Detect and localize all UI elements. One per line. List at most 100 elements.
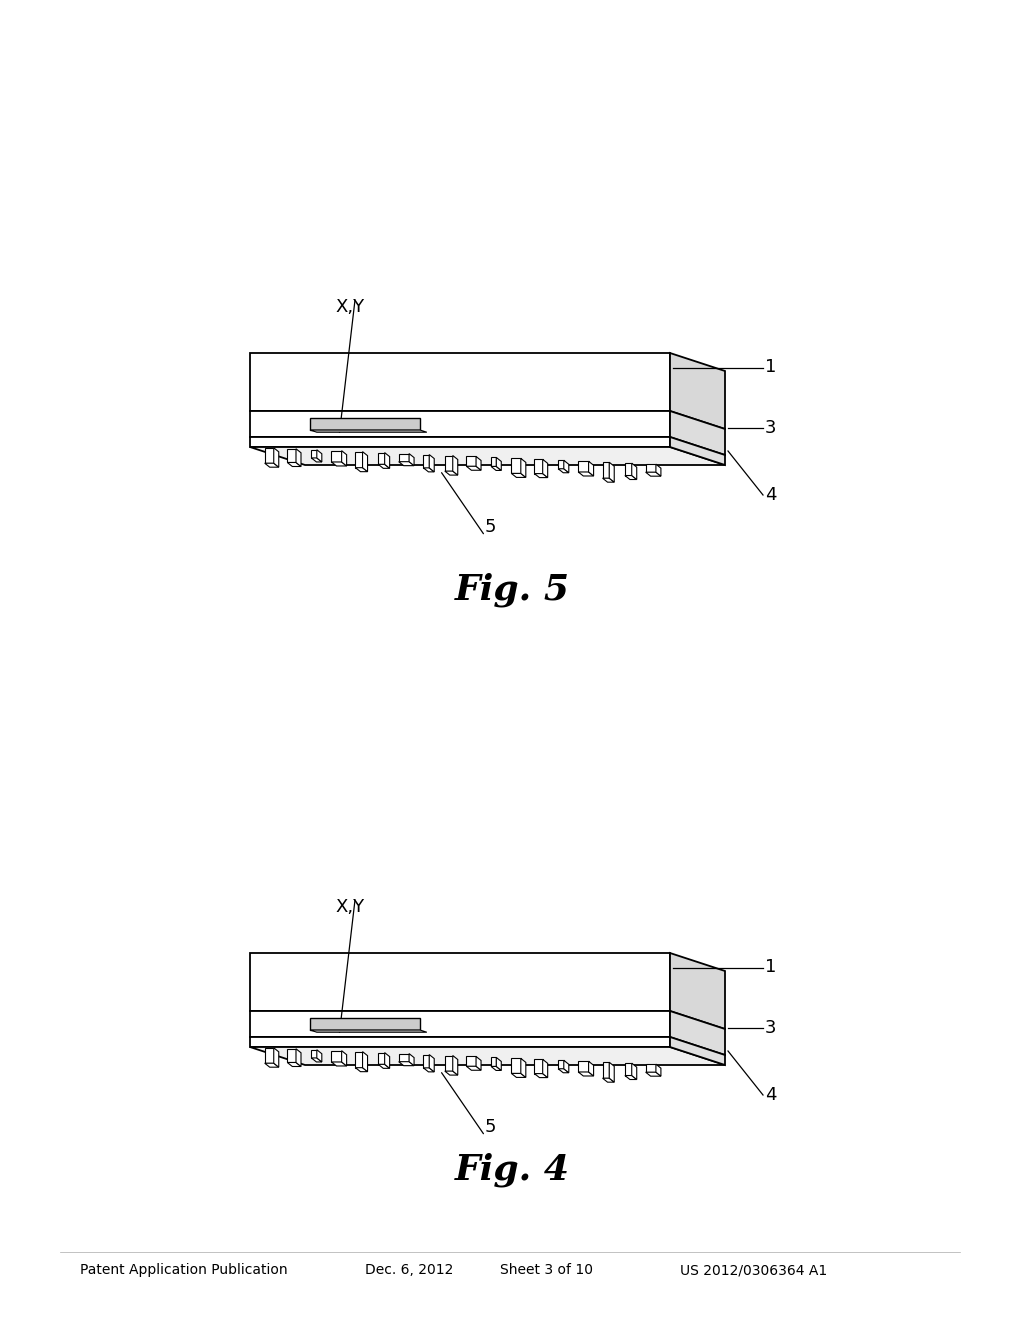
Polygon shape — [564, 461, 568, 473]
Polygon shape — [424, 1068, 434, 1072]
Polygon shape — [543, 459, 548, 478]
Polygon shape — [398, 454, 409, 462]
Polygon shape — [521, 458, 525, 478]
Polygon shape — [558, 1060, 564, 1069]
Polygon shape — [355, 1068, 368, 1072]
Polygon shape — [250, 953, 670, 1011]
Polygon shape — [625, 1063, 632, 1076]
Polygon shape — [602, 1078, 614, 1082]
Polygon shape — [250, 411, 670, 437]
Polygon shape — [378, 1064, 390, 1068]
Polygon shape — [670, 352, 725, 429]
Polygon shape — [646, 473, 660, 477]
Polygon shape — [625, 463, 632, 475]
Polygon shape — [250, 1011, 725, 1030]
Polygon shape — [311, 450, 316, 458]
Polygon shape — [558, 1069, 568, 1073]
Polygon shape — [511, 1073, 525, 1077]
Polygon shape — [429, 454, 434, 471]
Polygon shape — [355, 451, 362, 467]
Polygon shape — [625, 475, 637, 479]
Polygon shape — [670, 1011, 725, 1055]
Polygon shape — [656, 1064, 660, 1076]
Polygon shape — [429, 1055, 434, 1072]
Polygon shape — [288, 449, 296, 462]
Text: Patent Application Publication: Patent Application Publication — [80, 1263, 288, 1276]
Polygon shape — [385, 1052, 390, 1068]
Polygon shape — [476, 1056, 481, 1071]
Polygon shape — [466, 1056, 476, 1067]
Polygon shape — [497, 1057, 502, 1071]
Polygon shape — [409, 454, 414, 466]
Polygon shape — [466, 1067, 481, 1071]
Polygon shape — [296, 449, 301, 466]
Polygon shape — [250, 437, 725, 455]
Polygon shape — [398, 1053, 409, 1061]
Polygon shape — [492, 1057, 497, 1067]
Polygon shape — [311, 458, 322, 462]
Polygon shape — [602, 478, 614, 482]
Polygon shape — [558, 469, 568, 473]
Polygon shape — [409, 1053, 414, 1065]
Polygon shape — [535, 1073, 548, 1077]
Polygon shape — [288, 1049, 296, 1063]
Polygon shape — [646, 1072, 660, 1076]
Text: X,Y: X,Y — [336, 898, 365, 916]
Text: US 2012/0306364 A1: US 2012/0306364 A1 — [680, 1263, 827, 1276]
Polygon shape — [670, 953, 725, 1030]
Polygon shape — [273, 1048, 279, 1067]
Polygon shape — [250, 352, 670, 411]
Polygon shape — [511, 474, 525, 478]
Polygon shape — [511, 458, 521, 474]
Text: 4: 4 — [765, 486, 776, 504]
Polygon shape — [332, 462, 346, 466]
Polygon shape — [264, 447, 273, 463]
Polygon shape — [332, 450, 342, 462]
Polygon shape — [492, 458, 497, 466]
Polygon shape — [424, 454, 429, 467]
Polygon shape — [656, 465, 660, 477]
Polygon shape — [579, 1061, 589, 1072]
Polygon shape — [453, 1056, 458, 1074]
Polygon shape — [355, 1052, 362, 1068]
Polygon shape — [511, 1059, 521, 1073]
Polygon shape — [558, 461, 564, 469]
Polygon shape — [311, 1049, 316, 1057]
Polygon shape — [250, 1011, 670, 1038]
Polygon shape — [609, 462, 614, 482]
Polygon shape — [311, 1057, 322, 1063]
Polygon shape — [310, 1030, 427, 1032]
Polygon shape — [424, 1055, 429, 1068]
Polygon shape — [579, 473, 594, 477]
Polygon shape — [589, 461, 594, 477]
Polygon shape — [466, 466, 481, 470]
Text: 5: 5 — [484, 1118, 496, 1137]
Text: Sheet 3 of 10: Sheet 3 of 10 — [500, 1263, 593, 1276]
Polygon shape — [444, 1071, 458, 1074]
Polygon shape — [521, 1059, 525, 1077]
Polygon shape — [288, 1063, 301, 1067]
Polygon shape — [492, 1067, 502, 1071]
Polygon shape — [609, 1063, 614, 1082]
Polygon shape — [453, 455, 458, 475]
Polygon shape — [602, 1063, 609, 1078]
Polygon shape — [362, 451, 368, 471]
Polygon shape — [670, 1038, 725, 1065]
Polygon shape — [579, 461, 589, 473]
Polygon shape — [625, 1076, 637, 1080]
Polygon shape — [296, 1049, 301, 1067]
Polygon shape — [250, 1047, 725, 1065]
Polygon shape — [444, 471, 458, 475]
Polygon shape — [385, 453, 390, 469]
Polygon shape — [316, 450, 322, 462]
Polygon shape — [332, 1051, 342, 1063]
Polygon shape — [250, 1038, 670, 1047]
Polygon shape — [535, 474, 548, 478]
Polygon shape — [398, 1061, 414, 1065]
Polygon shape — [273, 447, 279, 467]
Text: 3: 3 — [765, 418, 776, 437]
Polygon shape — [497, 458, 502, 470]
Polygon shape — [250, 447, 725, 465]
Text: Dec. 6, 2012: Dec. 6, 2012 — [365, 1263, 454, 1276]
Text: 1: 1 — [765, 359, 776, 376]
